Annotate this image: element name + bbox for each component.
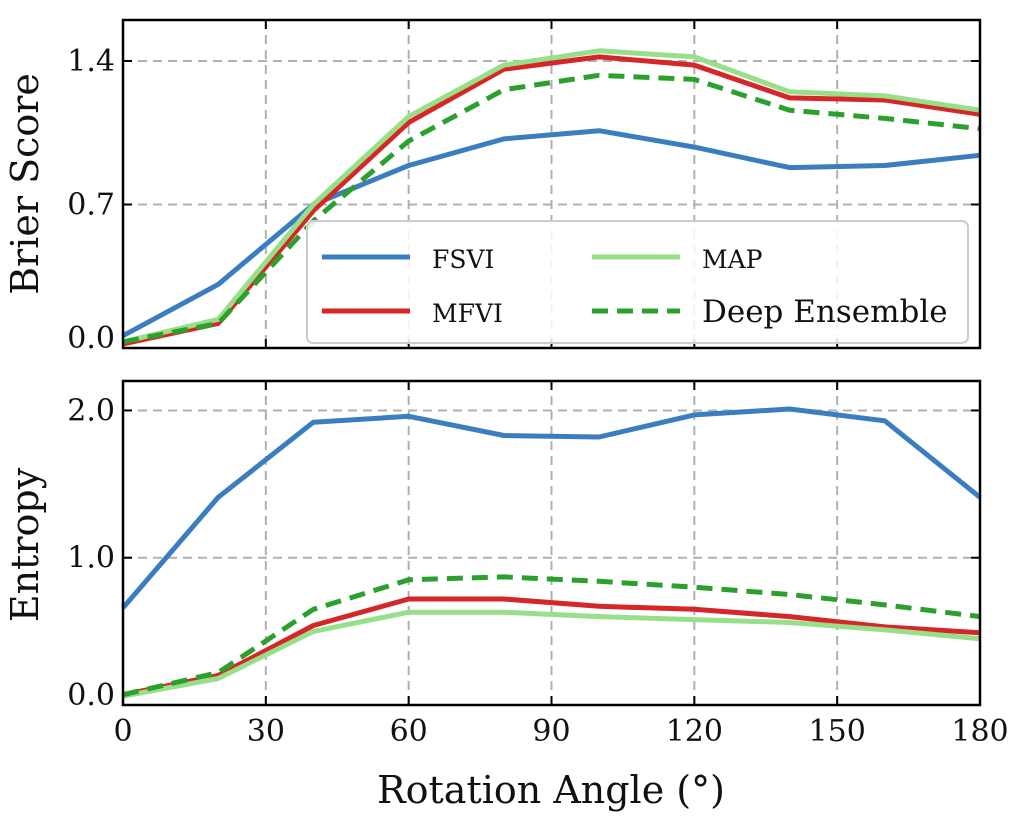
bottom-series-map-line <box>122 609 981 699</box>
bottom-y-tick-label: 0.0 <box>67 678 115 713</box>
legend-label-map: MAP <box>702 245 762 274</box>
top-panel: 0.0 0.7 1.4 <box>67 18 982 356</box>
legend-label-fsvi: FSVI <box>432 245 494 274</box>
x-tick-label: 150 <box>809 714 866 749</box>
bottom-y-tick-label: 2.0 <box>67 393 115 428</box>
legend-box <box>306 220 969 344</box>
x-axis-label: Rotation Angle (°) <box>377 768 725 812</box>
bottom-series-fsvi-line <box>121 406 982 610</box>
bottom-series-deep-ensemble-line <box>122 574 981 698</box>
bottom-y-axis-label: Entropy <box>3 467 47 622</box>
x-tick-label: 0 <box>113 714 132 749</box>
top-series-deep-ensemble-line <box>122 72 981 345</box>
legend: FSVI MFVI MAP Deep Ensemble <box>306 220 969 344</box>
top-y-tick-label: 1.4 <box>67 44 115 79</box>
legend-label-mfvi: MFVI <box>432 299 503 328</box>
x-tick-label: 90 <box>532 714 570 749</box>
top-series-map-line <box>122 48 981 345</box>
top-y-tick-label: 0.7 <box>67 188 115 223</box>
top-series-fsvi-line <box>121 128 981 338</box>
x-tick-label: 30 <box>247 714 285 749</box>
top-y-axis-label: Brier Score <box>3 73 47 295</box>
bottom-y-tick-label: 1.0 <box>67 541 115 576</box>
top-y-tick-label: 0.0 <box>67 321 115 356</box>
legend-label-deep-ensemble: Deep Ensemble <box>702 294 948 330</box>
bottom-series-mfvi-line <box>122 596 981 698</box>
x-tick-label: 180 <box>951 714 1008 749</box>
top-series-mfvi-line <box>122 54 981 347</box>
x-tick-label: 60 <box>390 714 428 749</box>
x-tick-label: 120 <box>666 714 723 749</box>
bottom-panel: 0.0 1.0 2.0 0 30 60 90 120 150 180 <box>67 379 1009 749</box>
